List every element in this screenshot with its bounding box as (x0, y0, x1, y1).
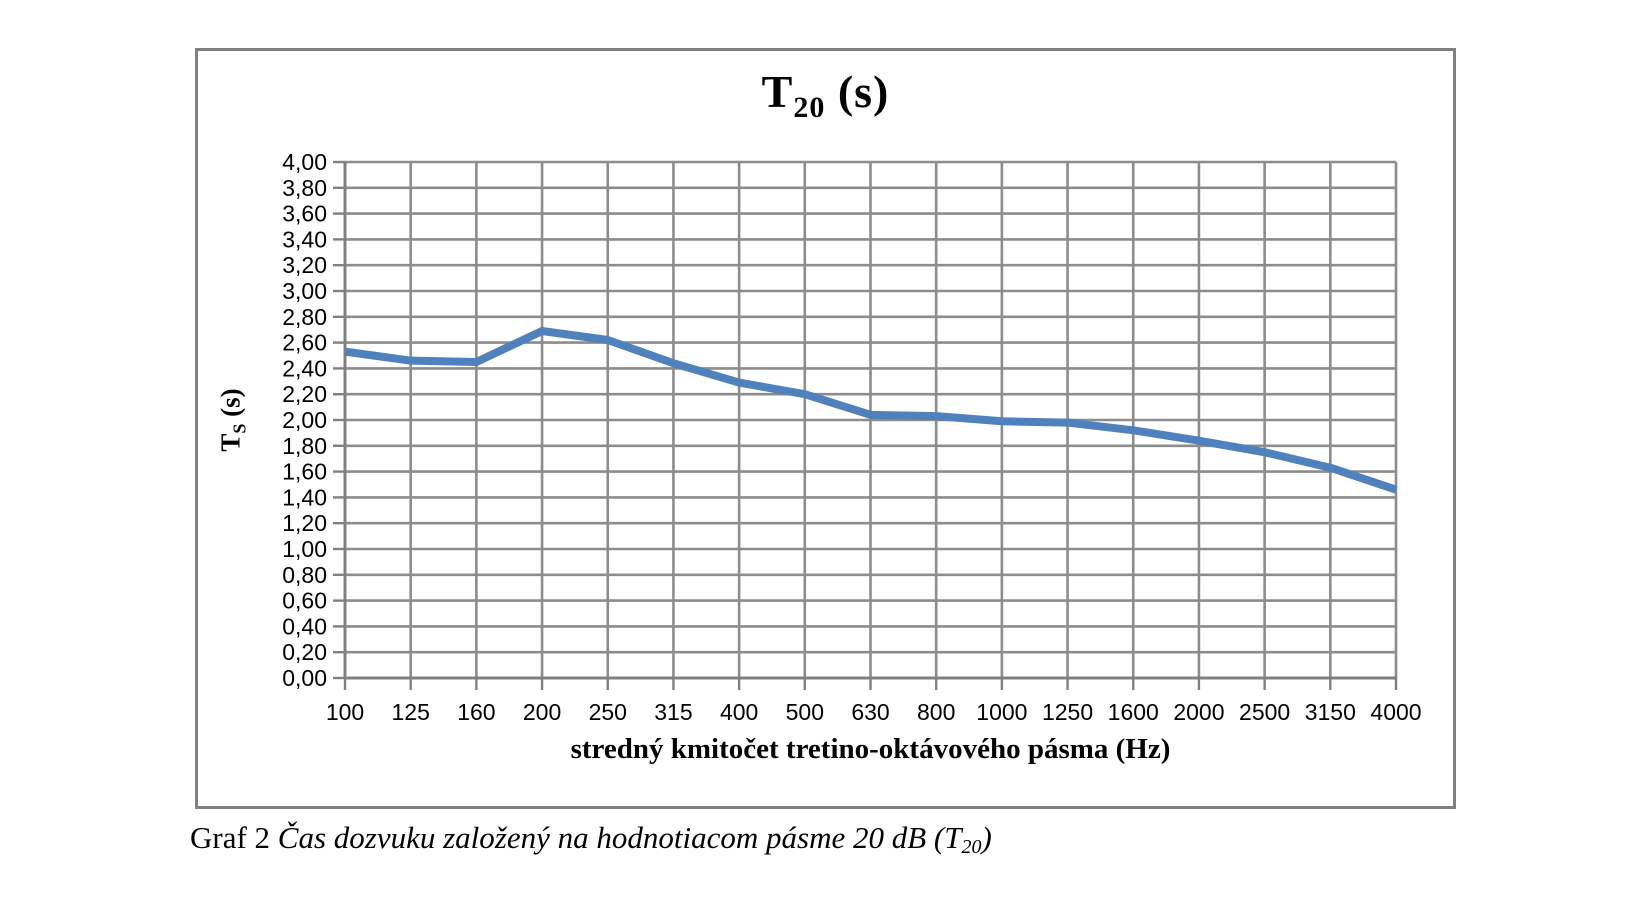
x-tick-label: 250 (589, 699, 627, 725)
y-axis-title-main: T (215, 433, 246, 452)
y-tick-label: 2,20 (282, 381, 327, 407)
y-tick-label: 1,80 (282, 433, 327, 459)
x-tick-label: 4000 (1370, 699, 1421, 725)
y-tick-label: 3,20 (282, 252, 327, 278)
caption-text: Čas dozvuku založený na hodnotiacom pásm… (277, 820, 934, 855)
caption-symbol-open: (T (933, 820, 962, 855)
x-tick-label: 200 (523, 699, 561, 725)
y-tick-label: 0,00 (282, 665, 327, 691)
x-tick-label: 800 (917, 699, 955, 725)
x-tick-label: 100 (326, 699, 364, 725)
plot-area: 4,003,803,603,403,203,002,802,602,402,20… (282, 149, 1421, 725)
x-tick-label: 500 (786, 699, 824, 725)
x-tick-label: 3150 (1305, 699, 1356, 725)
x-tick-label: 1000 (976, 699, 1027, 725)
y-axis-title-subscript: S (229, 423, 250, 434)
y-tick-label: 2,00 (282, 407, 327, 433)
y-tick-label: 0,80 (282, 562, 327, 588)
chart-title: T20 (s) (198, 65, 1453, 123)
x-tick-label: 315 (654, 699, 692, 725)
y-tick-label: 4,00 (282, 149, 327, 175)
x-tick-label: 1250 (1042, 699, 1093, 725)
x-tick-label: 125 (392, 699, 430, 725)
x-axis-title: stredný kmitočet tretino-oktávového pásm… (570, 733, 1171, 765)
chart-title-suffix: (s) (825, 66, 890, 117)
x-tick-label: 400 (720, 699, 758, 725)
series-line-t20 (344, 326, 1398, 494)
caption-symbol-close: ) (981, 820, 992, 855)
y-tick-label: 0,60 (282, 588, 327, 614)
y-tick-label: 0,20 (282, 639, 327, 665)
y-tick-label: 3,80 (282, 175, 327, 201)
y-tick-label: 2,60 (282, 330, 327, 356)
y-tick-label: 1,60 (282, 459, 327, 485)
y-tick-label: 0,40 (282, 613, 327, 639)
y-tick-label: 1,40 (282, 484, 327, 510)
chart-frame: T20 (s) 4,00 3,80 3,60 3,40 3,20 3,00 2,80 2,60… (195, 48, 1456, 809)
x-tick-label: 2500 (1239, 699, 1290, 725)
x-tick-label: 630 (851, 699, 889, 725)
y-tick-label: 2,80 (282, 304, 327, 330)
caption-label: Graf 2 (190, 820, 278, 855)
y-tick-label: 1,00 (282, 536, 327, 562)
figure-caption: Graf 2 Čas dozvuku založený na hodnotiac… (190, 820, 992, 858)
chart-title-subscript: 20 (793, 91, 826, 124)
y-tick-label: 3,60 (282, 201, 327, 227)
x-tick-label: 160 (457, 699, 495, 725)
caption-symbol-subscript: 20 (961, 836, 982, 858)
x-tick-label: 2000 (1173, 699, 1224, 725)
y-tick-label: 3,40 (282, 226, 327, 252)
y-tick-label: 3,00 (282, 278, 327, 304)
y-tick-label: 1,20 (282, 510, 327, 536)
y-axis-title: TS (s) (215, 388, 250, 452)
y-tick-label: 2,40 (282, 355, 327, 381)
y-axis-title-suffix: (s) (215, 388, 246, 424)
chart-title-main: T (761, 66, 794, 117)
x-tick-label: 1600 (1108, 699, 1159, 725)
